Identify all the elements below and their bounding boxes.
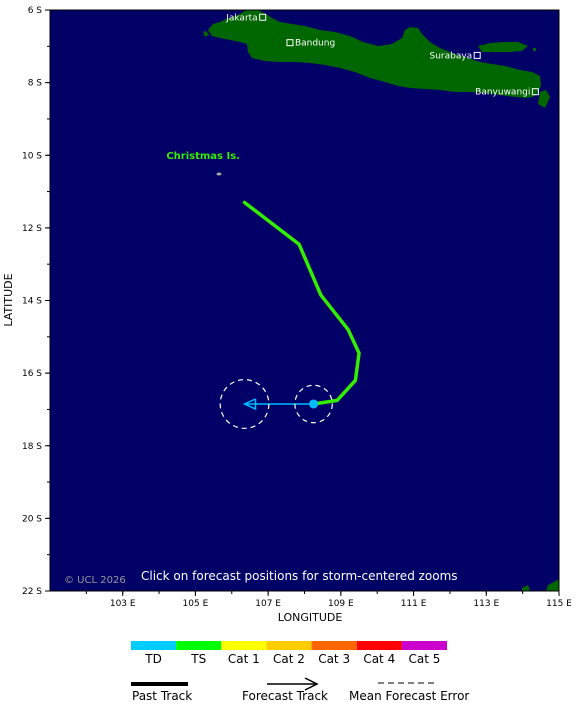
legend-category-label: Cat 4	[363, 652, 395, 666]
y-tick-label: 20 S	[22, 514, 42, 524]
legend-category-label: TS	[190, 652, 206, 666]
legend-category-label: TD	[144, 652, 162, 666]
forecast-error-circle[interactable]	[219, 379, 270, 429]
legend-swatch-td	[131, 641, 177, 650]
past-track-line	[242, 200, 361, 406]
y-tick-label: 16 S	[22, 369, 42, 379]
city-label-banyuwangi: Banyuwangi	[475, 88, 530, 98]
y-tick-label: 22 S	[22, 587, 42, 597]
past-track-legend-label: Past Track	[132, 689, 192, 703]
legend-category-label: Cat 3	[318, 652, 350, 666]
y-tick-label: 10 S	[22, 151, 42, 161]
forecast-legend-arrowhead-icon	[304, 677, 319, 691]
copyright-text: © UCL 2026	[64, 575, 126, 586]
city-label-jakarta: Jakarta	[225, 13, 257, 23]
legend-category-label: Cat 1	[228, 652, 260, 666]
legend-swatch-cat-5	[401, 641, 447, 650]
bali-island	[538, 90, 550, 108]
city-marker-icon	[531, 88, 539, 96]
x-tick-label: 105 E	[183, 599, 209, 609]
x-tick-label: 109 E	[328, 599, 354, 609]
city-layer: Jakarta Bandung Surabaya Banyuwangi	[225, 13, 539, 98]
x-tick-label: 115 E	[546, 599, 572, 609]
city-label-bandung: Bandung	[295, 39, 335, 49]
x-tick-label: 113 E	[473, 599, 499, 609]
y-axis-title: LATITUDE	[2, 273, 15, 326]
click-instruction-text: Click on forecast positions for storm-ce…	[141, 569, 458, 583]
forecast-track-legend-label: Forecast Track	[242, 689, 328, 703]
islet	[533, 48, 536, 51]
madura-island	[478, 42, 528, 52]
legend-tracks: Past Track Forecast Track Mean Forecast …	[131, 677, 469, 703]
legend-category-label: Cat 2	[273, 652, 305, 666]
christmas-island	[216, 172, 222, 176]
y-tick-label: 14 S	[22, 297, 42, 307]
y-tick-label: 18 S	[22, 442, 42, 452]
city-marker-icon	[259, 13, 267, 21]
y-tick-label: 8 S	[28, 79, 43, 89]
legend-swatch-cat-1	[221, 641, 267, 650]
error-circle-layer	[219, 379, 333, 429]
x-axis-ticks: 103 E 105 E 107 E 109 E 111 E 113 E 115 E	[85, 591, 572, 609]
christmas-island-label: Christmas Is.	[166, 151, 240, 162]
legend-swatch-ts	[176, 641, 222, 650]
forecast-error-circle[interactable]	[294, 384, 333, 424]
land-bottom-right	[522, 579, 559, 591]
y-tick-label: 6 S	[28, 6, 43, 16]
legend-swatch-cat-2	[266, 641, 312, 650]
current-position-marker[interactable]	[309, 399, 319, 409]
mean-error-legend-label: Mean Forecast Error	[349, 689, 469, 703]
y-tick-label: 12 S	[22, 224, 42, 234]
x-tick-label: 107 E	[255, 599, 281, 609]
x-axis-title: LONGITUDE	[278, 611, 343, 624]
legend-swatch-cat-4	[356, 641, 402, 650]
y-axis-ticks: 6 S 8 S 10 S 12 S 14 S 16 S 18 S 20 S 22 S	[22, 6, 50, 597]
legend-swatch-cat-3	[311, 641, 357, 650]
intensity-legend: TD TS Cat 1 Cat 2 Cat 3 Cat 4 Cat 5	[131, 641, 447, 666]
forecast-arrowhead-icon	[242, 398, 257, 411]
java-island	[203, 10, 541, 98]
x-tick-label: 111 E	[401, 599, 427, 609]
city-marker-icon	[286, 39, 294, 47]
ocean-area	[50, 10, 559, 591]
x-tick-label: 103 E	[110, 599, 136, 609]
city-marker-icon	[473, 51, 481, 59]
legend-category-label: Cat 5	[408, 652, 440, 666]
city-label-surabaya: Surabaya	[429, 51, 472, 61]
